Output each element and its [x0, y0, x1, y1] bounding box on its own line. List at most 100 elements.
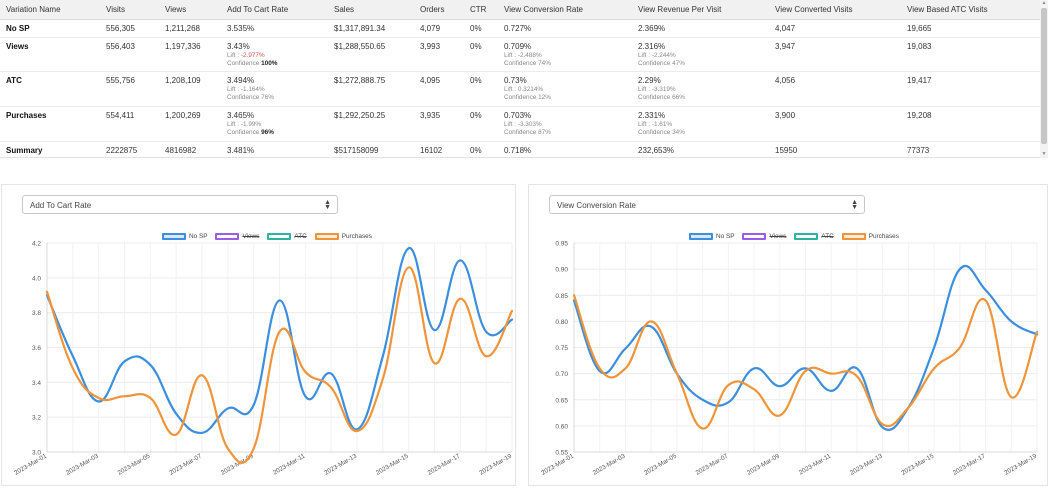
y-tick-label: 0.65: [555, 397, 568, 404]
y-tick-label: 0.90: [555, 267, 568, 274]
cell-views: 1,211,268: [159, 19, 221, 38]
x-tick-label: 2023-Mar-15: [900, 452, 935, 476]
data-point: [933, 367, 936, 370]
vrpv-confidence: Confidence 34%: [638, 128, 685, 136]
data-point: [958, 346, 961, 349]
header-ctr[interactable]: CTR: [464, 0, 498, 20]
legend-item-purchases[interactable]: Purchases: [314, 230, 372, 242]
data-point: [856, 367, 858, 370]
legend-item-atc[interactable]: ATC: [794, 230, 834, 242]
legend-item-views[interactable]: Views: [215, 230, 259, 242]
table-row: Views 556,403 1,197,336 3.43% Lift : -2.…: [0, 37, 1040, 72]
data-point: [123, 395, 126, 398]
vrpv-value: 2.331%: [638, 110, 666, 120]
legend-item-no-sp[interactable]: No SP: [689, 230, 734, 242]
cell-view-revenue-per-visit: 2.316% Lift : -2.244% Confidence 47%: [632, 37, 769, 72]
cell-views: 4816982: [159, 141, 221, 157]
chart-legend-left: No SP Views ATC Purchases: [162, 230, 372, 242]
data-point: [830, 389, 833, 392]
legend-item-purchases[interactable]: Purchases: [841, 230, 899, 242]
y-tick-label: 3.2: [32, 415, 41, 422]
header-view-revenue-per-visit[interactable]: View Revenue Per Visit: [632, 0, 769, 20]
data-point: [753, 388, 755, 391]
legend-item-views[interactable]: Views: [742, 230, 786, 242]
data-point: [778, 385, 781, 388]
y-tick-label: 3.4: [32, 380, 41, 387]
cell-view-converted-visits: 3,947: [769, 37, 901, 72]
data-point: [97, 397, 100, 399]
header-visits[interactable]: Visits: [100, 0, 159, 20]
legend-label: Views: [242, 232, 260, 240]
metric-select-right[interactable]: View Conversion Rate ▲ ▼: [549, 195, 865, 214]
view-conversion-rate-chart[interactable]: 0.95 0.90 0.85 0.80 0.75 0.70 0.65 0.60 0.55 2023…: [529, 185, 1049, 487]
atc-rate-value: 3.494%: [227, 75, 255, 85]
legend-label: Views: [769, 232, 787, 240]
atc-rate-value: 3.465%: [227, 110, 255, 120]
metric-select-left[interactable]: Add To Cart Rate ▲ ▼: [22, 195, 338, 214]
scroll-up-icon[interactable]: ▲: [1041, 0, 1047, 6]
data-point: [97, 400, 100, 403]
header-view-based-atc-visits[interactable]: View Based ATC Visits: [901, 0, 1040, 20]
data-point: [701, 427, 704, 430]
cell-view-converted-visits: 4,047: [769, 19, 901, 38]
header-views[interactable]: Views: [159, 0, 221, 20]
data-point: [252, 404, 255, 406]
data-point: [356, 428, 358, 431]
y-tick-label: 4.0: [32, 275, 41, 282]
header-sales[interactable]: Sales: [328, 0, 414, 20]
legend-swatch: [742, 232, 767, 240]
x-tick-label: 2023-Mar-17: [952, 452, 987, 476]
x-tick-label: 2023-Mar-03: [65, 452, 100, 476]
vcr-lift: Lift : -3.303%: [504, 120, 542, 128]
scrollbar-thumb[interactable]: [1041, 8, 1047, 144]
vrpv-lift: Lift : -1.61%: [638, 120, 673, 128]
vcr-lift: Lift : 0.3214%: [504, 85, 544, 93]
confidence-value: 100%: [261, 59, 278, 67]
data-point: [1010, 396, 1013, 399]
header-variation-name[interactable]: Variation Name: [0, 0, 100, 20]
data-point: [650, 325, 653, 328]
legend-swatch: [215, 232, 240, 240]
atc-confidence: Confidence 96%: [227, 129, 328, 137]
cell-visits: 556,403: [100, 37, 159, 72]
metric-select-label: View Conversion Rate: [557, 201, 637, 210]
y-tick-label: 0.70: [555, 371, 568, 378]
data-point: [149, 364, 152, 366]
cell-atc-rate: 3.535%: [221, 19, 328, 38]
scroll-down-icon[interactable]: ▼: [1041, 151, 1047, 157]
cell-orders: 16102: [414, 141, 464, 157]
cell-variation-name: Views: [0, 37, 100, 72]
cell-ctr: 0%: [464, 37, 498, 72]
x-tick-label: 2023-Mar-05: [117, 452, 152, 476]
data-point: [624, 367, 627, 370]
cell-views: 1,200,269: [159, 106, 221, 142]
cell-view-conversion-rate: 0.703% Lift : -3.303% Confidence 87%: [498, 106, 632, 142]
data-point: [804, 370, 807, 372]
legend-swatch: [841, 232, 866, 240]
x-tick-label: 2023-Mar-07: [168, 452, 203, 476]
vcr-lift: Lift : -2.488%: [504, 51, 542, 59]
cell-views: 1,208,109: [159, 71, 221, 107]
header-orders[interactable]: Orders: [414, 0, 464, 20]
header-view-converted-visits[interactable]: View Converted Visits: [769, 0, 901, 20]
data-point: [727, 401, 730, 404]
data-point: [907, 406, 910, 409]
header-view-conversion-rate[interactable]: View Conversion Rate: [498, 0, 632, 20]
data-point: [753, 367, 755, 370]
data-point: [485, 330, 488, 333]
x-tick-label: 2023-Mar-01: [13, 452, 48, 476]
vrpv-lift: Lift : -3.319%: [638, 85, 676, 93]
data-point: [123, 360, 126, 363]
table-scrollbar[interactable]: ▲ ▼: [1040, 0, 1048, 158]
header-add-to-cart-rate[interactable]: Add To Cart Rate: [221, 0, 328, 20]
legend-item-atc[interactable]: ATC: [267, 230, 307, 242]
data-point: [727, 384, 730, 387]
cell-sales: $1,288,550.65: [328, 37, 414, 72]
legend-item-no-sp[interactable]: No SP: [162, 230, 207, 242]
data-point: [304, 395, 307, 398]
y-tick-label: 3.6: [32, 345, 41, 352]
vrpv-confidence: Confidence 66%: [638, 93, 685, 101]
variation-table: Variation Name Visits Views Add To Cart …: [0, 0, 1040, 157]
y-tick-label: 0.85: [555, 293, 568, 300]
